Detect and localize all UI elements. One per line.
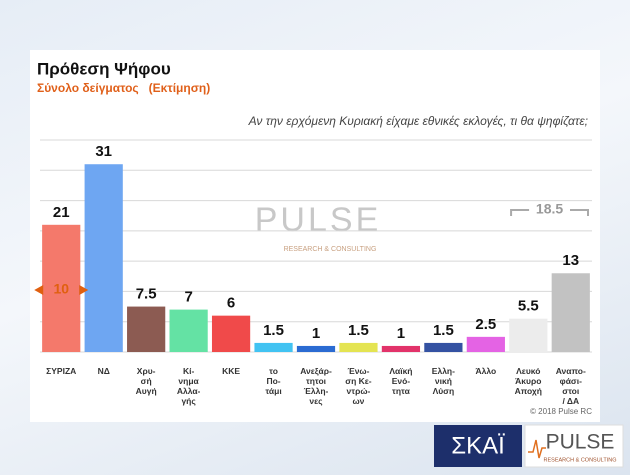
chart-panel bbox=[30, 50, 600, 422]
bar bbox=[509, 318, 548, 352]
x-tick-label: Ελλη- νική Λύση bbox=[431, 366, 455, 396]
x-tick-label: ΚΚΕ bbox=[222, 366, 241, 376]
arrow-left bbox=[34, 285, 44, 295]
bar bbox=[211, 315, 251, 352]
logo-right: PULSE bbox=[546, 431, 615, 454]
value-label: 7.5 bbox=[136, 286, 157, 303]
bar bbox=[42, 224, 81, 352]
value-label: 1 bbox=[397, 325, 405, 342]
watermark: PULSE bbox=[255, 201, 382, 239]
logo-left: ΣΚΑΪ bbox=[451, 432, 505, 459]
x-tick-label: Άλλο bbox=[475, 366, 497, 376]
logo-left-box bbox=[434, 425, 522, 467]
x-tick-label: Λαϊκή Ενό- τητα bbox=[389, 366, 413, 396]
x-tick-label: το Πο- τάμι bbox=[265, 366, 282, 396]
annotation: 10 bbox=[53, 281, 69, 297]
annotation: 18.5 bbox=[536, 201, 563, 217]
bar bbox=[551, 273, 590, 352]
arrow-right bbox=[79, 285, 89, 295]
logo-pulse-icon bbox=[528, 439, 546, 459]
bar bbox=[296, 345, 336, 352]
logo-right-sub: RESEARCH & CONSULTING bbox=[544, 457, 617, 463]
value-label: 7 bbox=[184, 289, 192, 306]
value-label: 13 bbox=[562, 252, 579, 269]
x-tick-label: Κί- νημα Αλλα- γής bbox=[176, 366, 201, 406]
copyright: © 2018 Pulse RC bbox=[530, 407, 592, 416]
logo-right-box bbox=[524, 424, 624, 468]
value-label: 5.5 bbox=[518, 298, 539, 315]
bar bbox=[381, 345, 421, 352]
chart-subtitle: Σύνολο δείγματος (Εκτίμηση) bbox=[37, 81, 210, 95]
watermark-sub: RESEARCH & CONSULTING bbox=[284, 246, 377, 253]
value-label: 6 bbox=[227, 295, 235, 312]
value-label: 21 bbox=[53, 204, 70, 221]
bar bbox=[339, 342, 378, 352]
x-tick-label: Αναπο- φάσι- στοι / ΔΑ bbox=[555, 366, 586, 406]
x-tick-label: Ένω- ση Κε- ντρώ- ων bbox=[345, 366, 372, 406]
x-tick-label: ΣΥΡΙΖΑ bbox=[46, 366, 77, 376]
value-label: 31 bbox=[95, 143, 112, 160]
bar bbox=[169, 309, 208, 352]
bar bbox=[424, 342, 463, 352]
value-label: 2.5 bbox=[475, 316, 496, 333]
bar bbox=[127, 306, 166, 352]
bracket-right bbox=[570, 209, 589, 216]
x-tick-label: Χρυ- σή Αυγή bbox=[135, 366, 157, 396]
value-label: 1.5 bbox=[433, 322, 454, 339]
bracket-left bbox=[510, 209, 530, 216]
value-label: 1.5 bbox=[348, 322, 369, 339]
x-tick-label: Ανεξάρ- τητοι Έλλη- νες bbox=[300, 366, 332, 406]
bar bbox=[254, 342, 293, 352]
x-tick-label: Λευκό Άκυρο Αποχή bbox=[514, 366, 542, 396]
value-label: 1 bbox=[312, 325, 320, 342]
value-label: 1.5 bbox=[263, 322, 284, 339]
question: Αν την ερχόμενη Κυριακή είχαμε εθνικές ε… bbox=[248, 114, 588, 128]
x-tick-label: ΝΔ bbox=[97, 366, 110, 376]
bar bbox=[84, 164, 123, 352]
bar bbox=[466, 336, 505, 352]
chart-title: Πρόθεση Ψήφου bbox=[37, 59, 171, 78]
